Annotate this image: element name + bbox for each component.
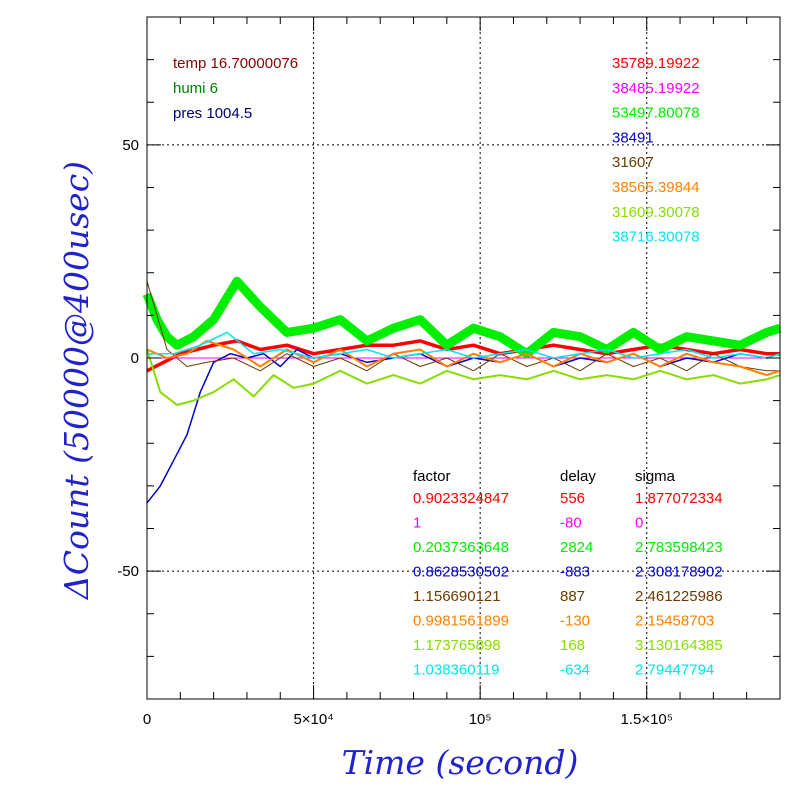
stats-sigma: 2.15458703	[635, 613, 714, 630]
series-value-label: 38565.39844	[612, 179, 700, 196]
stats-delay: 556	[560, 490, 585, 507]
stats-delay: -883	[560, 564, 590, 581]
series-value-label: 53497.80078	[612, 105, 700, 122]
stats-factor: 0.8628530502	[413, 564, 509, 581]
y-axis-title: ΔCount (50000@400usec)	[57, 161, 96, 601]
stats-sigma: 0	[635, 515, 643, 532]
stats-header-factor: factor	[413, 468, 451, 485]
stats-factor: 0.2037363648	[413, 539, 509, 556]
series-line-3	[142, 276, 782, 359]
x-tick-label: 5×10⁴	[293, 711, 333, 728]
series-value-label: 38485.19922	[612, 80, 700, 97]
stats-delay: 887	[560, 588, 585, 605]
stats-sigma: 2.308178902	[635, 564, 723, 581]
x-tick-label: 0	[143, 711, 151, 728]
stats-factor: 1.173765898	[413, 637, 501, 654]
series-value-label: 35789.19922	[612, 55, 700, 72]
stats-sigma: 1.877072334	[635, 490, 723, 507]
stats-sigma: 2.783598423	[635, 539, 723, 556]
stats-delay: 168	[560, 637, 585, 654]
env-reading: humi 6	[173, 80, 218, 97]
stats-delay: -130	[560, 613, 590, 630]
env-reading: pres 1004.5	[173, 105, 252, 122]
series-line-5	[146, 281, 780, 372]
y-tick-label: 0	[131, 350, 139, 367]
stats-sigma: 3.130164385	[635, 637, 723, 654]
x-tick-label: 10⁵	[469, 711, 492, 728]
y-tick-label: -50	[117, 563, 139, 580]
stats-factor: 0.9981561899	[413, 613, 509, 630]
series-lines	[142, 276, 782, 504]
x-axis-title: Time (second)	[342, 743, 579, 782]
series-line-7	[146, 349, 781, 406]
series-line-6	[146, 339, 781, 377]
stats-sigma: 2.461225986	[635, 588, 723, 605]
stats-header-sigma: sigma	[635, 468, 676, 485]
x-tick-label: 1.5×10⁵	[620, 711, 673, 728]
stats-factor: 1	[413, 515, 421, 532]
stats-factor: 1.038360119	[413, 662, 499, 679]
env-reading: temp 16.70000076	[173, 55, 298, 72]
series-value-label: 31607	[612, 154, 654, 171]
series-value-label: 38491	[612, 129, 654, 146]
stats-factor: 1.156690121	[413, 588, 501, 605]
series-line-4	[146, 348, 781, 504]
stats-factor: 0.9023324847	[413, 490, 509, 507]
stats-delay: -634	[560, 662, 590, 679]
legend: temp 16.70000076 humi 6 pres 1004.5 35789.1…	[173, 55, 723, 679]
stats-delay: -80	[560, 515, 582, 532]
series-value-label: 31609.30078	[612, 204, 700, 221]
y-tick-label: 50	[122, 137, 139, 154]
stats-header-delay: delay	[560, 468, 596, 485]
stats-delay: 2824	[560, 539, 593, 556]
stats-sigma: 2.79447794	[635, 662, 714, 679]
series-line-8	[147, 331, 781, 359]
ticks: 0 5×10⁴ 10⁵ 1.5×10⁵ -50 0 50	[117, 16, 781, 728]
series-value-label: 38716.30078	[612, 229, 700, 246]
